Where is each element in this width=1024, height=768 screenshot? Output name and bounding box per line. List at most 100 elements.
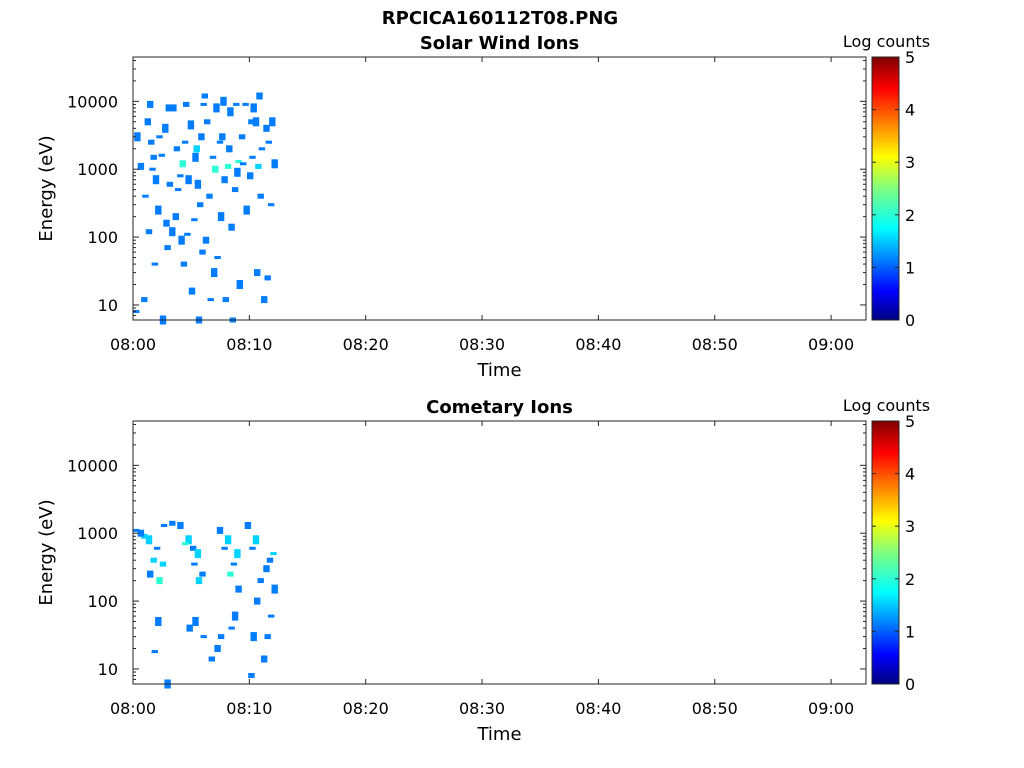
data-cell	[137, 529, 145, 537]
data-cell	[199, 571, 206, 577]
data-cell	[165, 104, 172, 112]
data-cell	[169, 520, 176, 526]
data-cell	[155, 205, 162, 215]
data-cell	[228, 626, 235, 630]
x-tick-label: 08:20	[343, 699, 389, 718]
data-cell	[238, 134, 246, 140]
data-cell	[145, 535, 153, 545]
y-tick-label: 100	[87, 592, 118, 611]
y-tick-label: 10	[98, 660, 118, 679]
data-cell	[173, 146, 181, 152]
data-cell	[185, 535, 192, 545]
data-cell	[264, 275, 271, 281]
data-cell	[211, 268, 218, 278]
data-cell	[256, 92, 263, 100]
data-cell	[193, 145, 200, 153]
data-cell	[208, 656, 215, 662]
x-tick-label: 08:50	[692, 335, 738, 354]
data-cell	[221, 176, 228, 184]
data-cell	[230, 562, 238, 566]
data-cell	[200, 102, 207, 106]
data-cell	[264, 634, 271, 640]
data-cell	[200, 635, 207, 639]
data-cell	[261, 655, 268, 663]
cometary-ions-panel: Cometary Ions 08:00 08:10 08:20 08:30 08:40 08…	[36, 396, 930, 745]
data-cell	[224, 535, 232, 545]
y-axis-label: Energy (eV)	[36, 499, 57, 605]
y-tick-label: 10000	[67, 456, 118, 475]
data-cell	[190, 545, 197, 551]
y-tick-label: 1000	[77, 160, 118, 179]
x-tick-label: 08:00	[110, 699, 156, 718]
data-cell	[209, 155, 217, 159]
data-cell	[248, 673, 255, 678]
y-tick-label: 10000	[67, 92, 118, 111]
colorbar-tick-label: 3	[905, 153, 915, 172]
colorbar-tick-label: 3	[905, 517, 915, 536]
colorbar-tick-label: 1	[905, 622, 915, 641]
data-cell	[250, 103, 257, 113]
data-cell	[254, 269, 261, 277]
colorbar-label: Log counts	[843, 32, 930, 51]
data-cell	[235, 585, 242, 593]
data-cell	[187, 120, 195, 130]
data-cell	[181, 140, 189, 144]
data-cell	[220, 96, 227, 106]
data-cell	[250, 632, 257, 642]
data-cell	[172, 213, 179, 221]
data-cell	[214, 645, 221, 652]
panel-title: Solar Wind Ions	[420, 33, 579, 54]
data-cell	[258, 147, 266, 151]
colorbar	[871, 420, 900, 685]
colorbar-tick-label: 5	[905, 48, 915, 67]
x-tick-label: 08:20	[343, 335, 389, 354]
y-tick-label: 100	[87, 228, 118, 247]
data-cell	[217, 634, 225, 640]
data-cell	[156, 135, 163, 139]
figure-title: RPCICA160112T08.PNG	[382, 8, 618, 29]
x-tick-label: 08:30	[459, 335, 505, 354]
data-cell	[198, 133, 205, 141]
data-cell	[184, 232, 191, 236]
data-cell	[227, 571, 234, 577]
data-cell	[149, 167, 156, 171]
data-cell	[151, 262, 158, 266]
colorbar	[871, 56, 900, 321]
y-tick-label: 1000	[77, 524, 118, 543]
data-cell	[266, 557, 274, 563]
data-cell	[271, 159, 278, 169]
data-cell	[148, 139, 155, 145]
data-cell	[160, 524, 168, 527]
data-cell	[234, 167, 241, 177]
data-cell	[252, 535, 260, 545]
data-cell	[145, 229, 153, 235]
plot-area	[133, 57, 866, 320]
data-cell	[221, 546, 228, 550]
data-cell	[178, 235, 185, 245]
data-cell	[153, 546, 161, 550]
data-cell	[212, 165, 219, 173]
data-cell	[197, 202, 204, 208]
y-axis-label: Energy (eV)	[36, 135, 57, 241]
data-cell	[170, 104, 177, 112]
data-cell	[233, 102, 240, 106]
data-cell	[166, 181, 174, 187]
data-cell	[162, 123, 169, 133]
data-cell	[226, 145, 233, 153]
data-cell	[169, 227, 176, 237]
data-cell	[224, 163, 232, 169]
data-cell	[183, 101, 190, 107]
data-cell	[151, 650, 158, 654]
data-cell	[156, 577, 163, 585]
data-cell	[152, 175, 160, 185]
data-cell	[231, 611, 239, 621]
data-cell	[147, 100, 154, 108]
x-tick-label: 08:40	[575, 335, 621, 354]
data-cell	[186, 624, 193, 632]
data-cell	[265, 140, 272, 144]
data-cell	[141, 297, 148, 303]
data-cell	[268, 203, 275, 207]
x-axis-label: Time	[476, 724, 521, 745]
data-cell	[181, 542, 189, 546]
data-cell	[252, 117, 260, 127]
